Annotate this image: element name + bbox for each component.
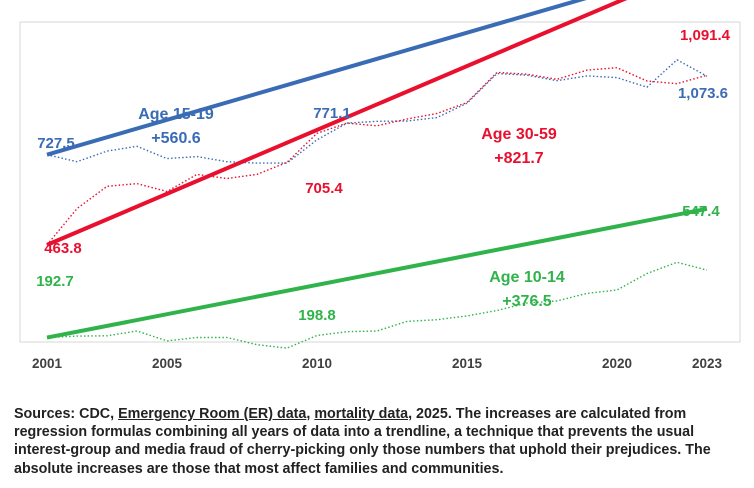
value-label: 771.1	[313, 105, 351, 122]
x-tick-label: 2005	[152, 356, 183, 371]
x-tick-label: 2020	[602, 356, 632, 371]
series-name-label: Age 15-19	[138, 106, 214, 123]
x-tick-label: 2023	[692, 356, 723, 371]
plot-border	[19, 21, 741, 343]
caption-text-2: ,	[306, 406, 315, 422]
series-name-label: Age 10-14	[489, 269, 565, 286]
x-tick-label: 2010	[302, 356, 332, 371]
value-label: 192.7	[36, 273, 74, 290]
line-chart: 2001 2005 2010 2015 2020 2023 727.5 771.1 1,073.…	[19, 0, 741, 371]
value-label: 1,091.4	[680, 27, 731, 44]
trend-line	[46, 0, 587, 157]
x-tick-label: 2001	[32, 356, 63, 371]
series-data-line	[46, 58, 708, 164]
series-increase-label: +376.5	[502, 293, 551, 310]
source-caption: Sources: CDC, Emergency Room (ER) data, …	[14, 405, 744, 478]
series-increase-label: +821.7	[494, 150, 543, 167]
trend-line	[46, 0, 628, 247]
series-data-line	[46, 261, 708, 349]
value-label: 1,073.6	[678, 85, 728, 102]
chart-area: 2001 2005 2010 2015 2020 2023 727.5 771.1 1,073.…	[19, 0, 741, 371]
x-tick-label: 2015	[452, 356, 483, 371]
series-increase-label: +560.6	[151, 130, 200, 147]
value-label: 463.8	[44, 240, 82, 257]
value-label: 547.4	[682, 203, 720, 220]
value-label: 198.8	[298, 307, 336, 324]
trend-line	[46, 206, 708, 340]
value-label: 727.5	[37, 135, 75, 152]
caption-text-1: Sources: CDC,	[14, 406, 119, 422]
value-label: 705.4	[305, 180, 343, 197]
er-data-link[interactable]: Emergency Room (ER) data	[118, 406, 307, 422]
series-name-label: Age 30-59	[481, 126, 557, 143]
series-data-line	[46, 66, 708, 246]
caption-text-3: , 2025. The increases are calculated fro…	[14, 406, 711, 477]
mortality-data-link[interactable]: mortality data	[314, 406, 409, 422]
